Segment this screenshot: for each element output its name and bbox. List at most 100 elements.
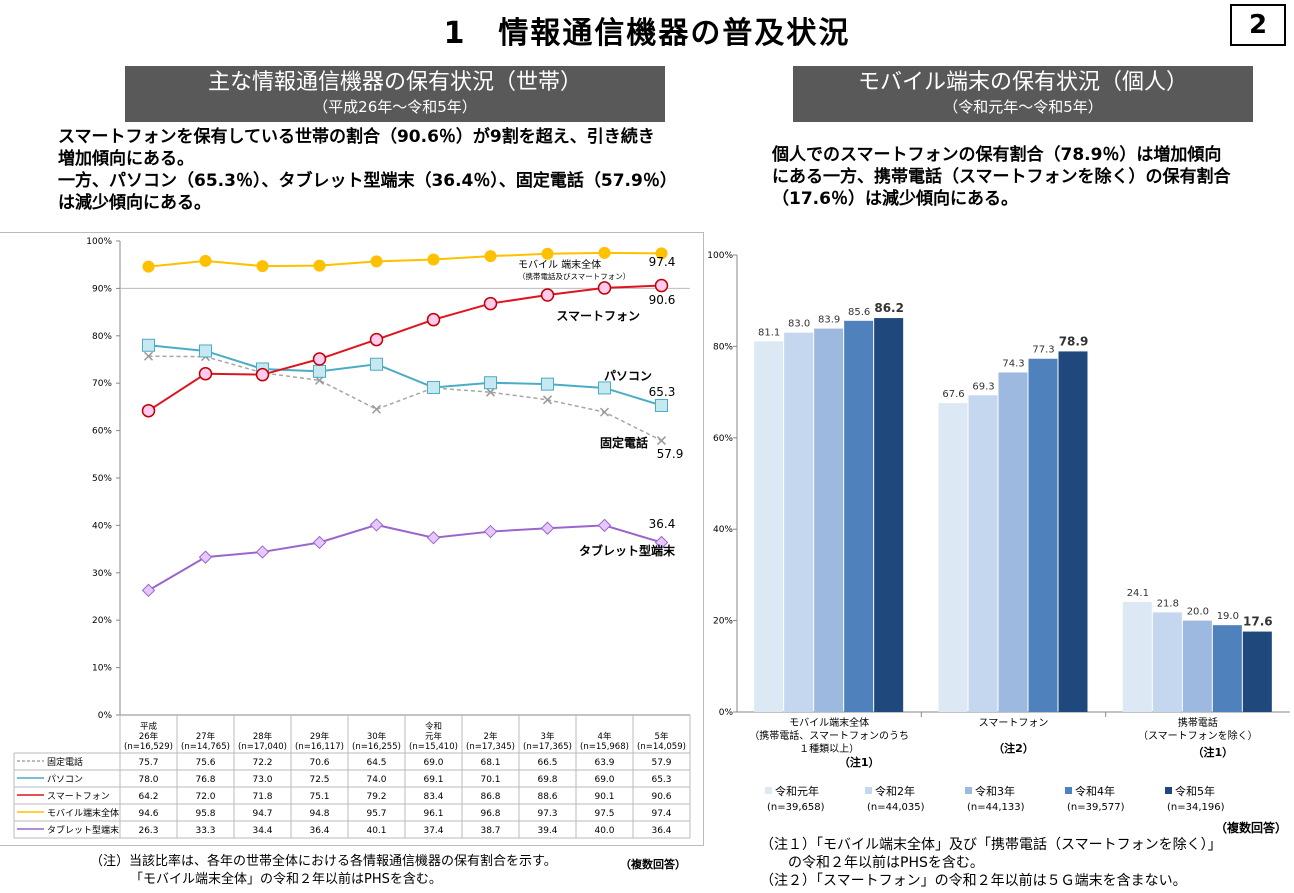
lead-line: （17.6％）は減少傾向にある。 bbox=[772, 189, 1018, 209]
data-point bbox=[654, 535, 669, 550]
data-point bbox=[656, 436, 667, 446]
bar-value-label: 19.0 bbox=[1217, 611, 1239, 622]
legend-label: 令和2年 bbox=[875, 784, 915, 798]
bar-value-label: 83.9 bbox=[818, 315, 840, 326]
table-cell: 78.0 bbox=[138, 775, 158, 785]
series-line-スマートフォン bbox=[147, 284, 662, 412]
table-cell: 26.3 bbox=[138, 826, 158, 836]
table-cell: 73.0 bbox=[252, 775, 272, 785]
data-point bbox=[483, 524, 498, 539]
data-point bbox=[199, 344, 212, 358]
y-tick-label: 40% bbox=[713, 525, 733, 535]
end-value-label: 90.6 bbox=[649, 293, 676, 307]
x-category-label: 令和 bbox=[425, 721, 442, 732]
table-cell: 39.4 bbox=[537, 826, 557, 836]
series-sublabel: （携帯電話及びスマートフォン） bbox=[518, 271, 630, 281]
y-tick-label: 60% bbox=[713, 434, 733, 444]
table-cell: 71.8 bbox=[252, 792, 272, 802]
legend-swatch bbox=[965, 787, 972, 794]
table-cell: 75.7 bbox=[138, 758, 158, 768]
table-cell: 66.5 bbox=[537, 758, 557, 768]
right-lead: 個人でのスマートフォンの保有割合（78.9％）は増加傾向 にある一方、携帯電話（… bbox=[772, 144, 1292, 210]
bar-chart: 0% 20% 40% 60% 80% 100% モバイル端末全体（携帯電話、スマートフォンの… bbox=[707, 251, 1290, 813]
x-category-label: (n=17,345) bbox=[466, 742, 515, 752]
bar bbox=[938, 403, 968, 712]
table-cell: 69.1 bbox=[423, 775, 443, 785]
x-category-label: (n=15,410) bbox=[409, 742, 458, 752]
table-cell: 90.6 bbox=[651, 792, 671, 802]
table-cell: 96.8 bbox=[480, 809, 500, 819]
bar bbox=[1058, 351, 1088, 712]
data-point bbox=[198, 550, 213, 564]
table-cell: 38.7 bbox=[480, 826, 500, 836]
end-value-label: 57.9 bbox=[657, 447, 684, 461]
category-note: （注1） bbox=[1193, 745, 1234, 759]
table-cell: 97.5 bbox=[594, 809, 614, 819]
series-line-パソコン bbox=[148, 344, 662, 407]
table-cell: 75.6 bbox=[195, 758, 215, 768]
bar bbox=[844, 320, 874, 712]
legend-label: 令和5年 bbox=[1175, 784, 1215, 798]
data-point bbox=[370, 255, 383, 268]
table-cell: 68.1 bbox=[480, 758, 500, 768]
note-line: の令和２年以前はPHSを含む。 bbox=[760, 855, 984, 871]
bar-value-label: 81.1 bbox=[758, 327, 780, 338]
bar-value-label: 67.6 bbox=[942, 389, 964, 400]
category-label: スマートフォン bbox=[979, 718, 1049, 729]
table-cell: 70.1 bbox=[480, 775, 500, 785]
legend-swatch bbox=[1165, 787, 1172, 794]
legend-swatch bbox=[865, 787, 872, 794]
y-tick-label: 30% bbox=[92, 569, 112, 579]
data-point bbox=[599, 407, 610, 417]
data-point bbox=[371, 404, 382, 414]
data-point bbox=[426, 312, 441, 327]
data-point bbox=[142, 260, 155, 273]
left-note-2: 「モバイル端末全体」の令和２年以前はPHSを含む。 bbox=[130, 872, 442, 887]
data-point bbox=[427, 380, 440, 394]
legend-label: スマートフォン bbox=[47, 792, 110, 802]
bar-value-label: 21.8 bbox=[1157, 598, 1179, 609]
data-point bbox=[540, 288, 555, 302]
x-category-label: 4年 bbox=[598, 731, 612, 742]
left-banner-subtitle: （平成26年～令和5年） bbox=[313, 98, 477, 116]
lead-line: スマートフォンを保有している世帯の割合（90.6％）が9割を超え、引き続き bbox=[58, 127, 655, 147]
legend-n: (n=34,196) bbox=[1167, 802, 1225, 813]
legend-n: (n=44,035) bbox=[867, 802, 925, 813]
x-category-label: 平成 bbox=[140, 721, 158, 732]
series-line-タブレット型端末 bbox=[147, 523, 662, 592]
x-category-label: (n=14,059) bbox=[637, 742, 686, 752]
data-point bbox=[198, 366, 213, 381]
right-multi-answer: （複数回答） bbox=[1215, 821, 1288, 835]
bar-value-label: 24.1 bbox=[1127, 588, 1149, 599]
table-cell: 69.0 bbox=[594, 775, 614, 785]
y-tick-label: 60% bbox=[92, 427, 112, 437]
left-lead: スマートフォンを保有している世帯の割合（90.6％）が9割を超え、引き続き 増加… bbox=[58, 126, 718, 214]
table-cell: 37.4 bbox=[423, 826, 443, 836]
data-point bbox=[255, 545, 270, 559]
y-tick-label: 100% bbox=[707, 251, 733, 261]
data-point bbox=[313, 259, 326, 272]
data-point bbox=[485, 387, 496, 397]
legend-label: タブレット型端末 bbox=[47, 824, 119, 836]
table-cell: 72.2 bbox=[252, 758, 272, 768]
series-label: タブレット型端末 bbox=[579, 543, 676, 558]
table-cell: 33.3 bbox=[195, 826, 215, 836]
x-category-label: 3年 bbox=[541, 731, 555, 742]
series-label: 固定電話 bbox=[600, 435, 648, 450]
legend-n: (n=39,658) bbox=[767, 802, 825, 813]
category-label: （スマートフォンを除く） bbox=[1138, 729, 1258, 742]
legend-label: 令和3年 bbox=[975, 784, 1015, 798]
end-value-label: 65.3 bbox=[649, 385, 676, 399]
data-point bbox=[312, 535, 327, 550]
right-banner-title: モバイル端末の保有状況（個人） bbox=[857, 70, 1188, 95]
table-cell: 76.8 bbox=[195, 775, 215, 785]
legend-swatch bbox=[765, 787, 772, 794]
y-tick-label: 40% bbox=[92, 521, 112, 531]
series-label: スマートフォン bbox=[556, 309, 640, 323]
data-point bbox=[597, 518, 612, 533]
y-tick-label: 80% bbox=[92, 332, 112, 342]
data-point bbox=[256, 260, 269, 273]
table-cell: 64.5 bbox=[366, 758, 386, 768]
table-cell: 94.7 bbox=[252, 809, 272, 819]
table-cell: 97.3 bbox=[537, 809, 557, 819]
